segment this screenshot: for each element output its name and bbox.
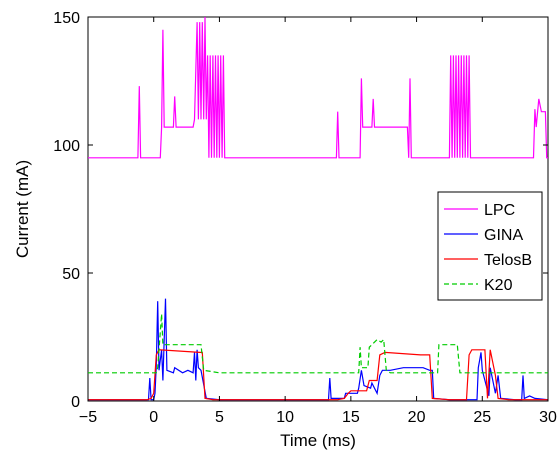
series-line-lpc xyxy=(88,16,548,159)
x-tick-label: 5 xyxy=(215,409,224,426)
legend-box xyxy=(437,191,543,301)
legend-label-k20: K20 xyxy=(484,277,513,294)
y-tick-label: 0 xyxy=(71,394,80,411)
series-layer xyxy=(88,16,549,401)
series-line-k20 xyxy=(88,313,548,374)
y-tick-label: 100 xyxy=(53,138,80,155)
legend: LPC GINA TelosB K20 xyxy=(437,191,543,301)
y-tick-label: 150 xyxy=(53,10,80,27)
x-tick-label: 20 xyxy=(408,409,426,426)
x-axis-label: Time (ms) xyxy=(280,431,356,450)
x-tick-label: −5 xyxy=(79,409,97,426)
y-axis-label: Current (mA) xyxy=(13,160,32,258)
x-tick-label: 10 xyxy=(276,409,294,426)
x-tick-label: 25 xyxy=(473,409,491,426)
legend-label-gina: GINA xyxy=(484,227,523,244)
x-tick-label: 15 xyxy=(342,409,360,426)
series-line-telosb xyxy=(88,349,548,401)
y-tick-label: 50 xyxy=(62,266,80,283)
legend-label-telosb: TelosB xyxy=(484,252,532,269)
legend-label-lpc: LPC xyxy=(484,202,515,219)
x-tick-label: 30 xyxy=(539,409,557,426)
series-line-gina xyxy=(88,298,549,401)
x-tick-label: 0 xyxy=(149,409,158,426)
